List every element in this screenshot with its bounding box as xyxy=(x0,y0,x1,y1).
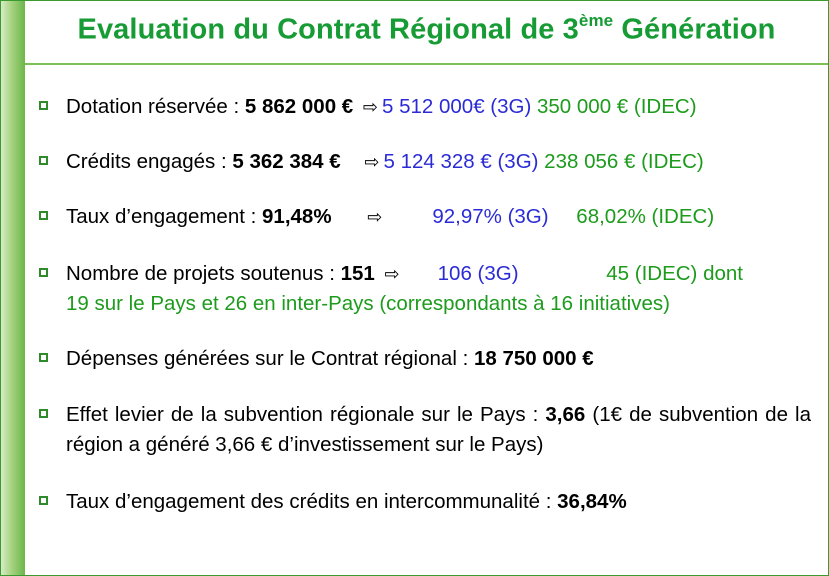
item-text: Effet levier de la subvention régionale … xyxy=(66,403,811,456)
arrow-right-icon: ⇨ xyxy=(364,152,380,172)
arrow-right-icon: ⇨ xyxy=(367,207,383,227)
square-bullet-icon xyxy=(39,211,48,220)
title-divider xyxy=(25,63,828,65)
side-accent-bar xyxy=(1,1,25,575)
item-text: Taux d’engagement : 91,48% ⇨ 92,97% (3G) … xyxy=(66,202,714,232)
square-bullet-icon xyxy=(39,353,48,362)
square-bullet-icon xyxy=(39,268,48,277)
item-text: Dotation réservée : 5 862 000 € ⇨ 5 512 0… xyxy=(66,92,697,122)
item-text: Nombre de projets soutenus : 151 ⇨ 106 (3… xyxy=(66,259,743,319)
square-bullet-icon xyxy=(39,409,48,418)
square-bullet-icon xyxy=(39,101,48,110)
arrow-right-icon: ⇨ xyxy=(362,97,378,117)
slide-title: Evaluation du Contrat Régional de 3ème G… xyxy=(77,11,776,46)
square-bullet-icon xyxy=(39,156,48,165)
arrow-right-icon: ⇨ xyxy=(384,264,400,284)
item-text: Crédits engagés : 5 362 384 € ⇨ 5 124 328… xyxy=(66,147,704,177)
item-text: Dépenses générées sur le Contrat régiona… xyxy=(66,347,594,370)
square-bullet-icon xyxy=(39,496,48,505)
item-text: Taux d’engagement des crédits en interco… xyxy=(66,490,627,513)
